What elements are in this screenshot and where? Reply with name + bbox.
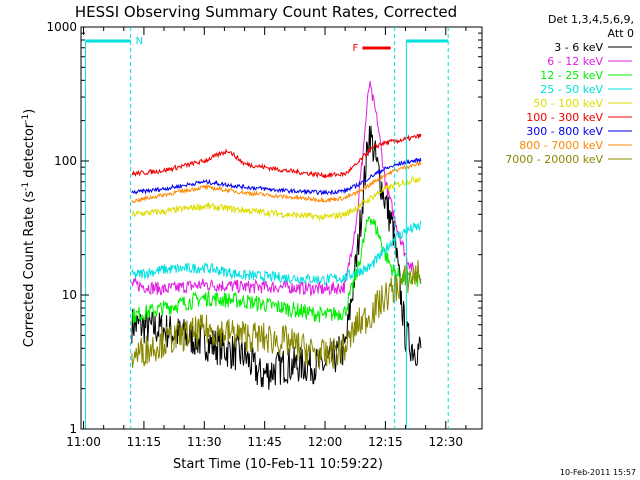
y-axis: 1 10 100 1000 <box>46 20 482 436</box>
x-tick-label-6: 12:30 <box>428 435 463 449</box>
y-axis-label-main: Corrected Count Rate (s <box>22 191 37 348</box>
y-axis-label-end: ) <box>22 109 37 114</box>
series-line-2 <box>131 216 422 323</box>
legend-label-6: 300 - 800 keV <box>526 125 603 138</box>
series-line-1 <box>131 81 422 297</box>
legend-label-4: 50 - 100 keV <box>533 97 603 110</box>
y-axis-label: Corrected Count Rate (s-1 detector-1) <box>21 109 37 347</box>
x-tick-label-0: 11:00 <box>66 435 101 449</box>
series-line-0 <box>131 125 422 390</box>
series-line-3 <box>131 220 422 286</box>
y-tick-label-3: 1000 <box>46 20 77 34</box>
x-tick-label-3: 11:45 <box>247 435 282 449</box>
legend-label-3: 25 - 50 keV <box>540 83 603 96</box>
series-line-8 <box>131 260 422 370</box>
y-axis-label-sup1: -1 <box>21 182 31 191</box>
date-stamp: 10-Feb-2011 15:57 <box>560 468 636 477</box>
x-axis: 11:00 11:15 11:30 11:45 12:00 12:15 12:30 <box>66 27 467 449</box>
annotation-label-1: F <box>352 43 358 54</box>
legend-label-7: 800 - 7000 keV <box>519 139 603 152</box>
x-axis-label: Start Time (10-Feb-11 10:59:22) <box>173 457 383 472</box>
plot-area <box>80 26 483 430</box>
legend-label-5: 100 - 300 keV <box>526 111 603 124</box>
y-tick-label-2: 100 <box>54 154 77 168</box>
x-tick-label-1: 11:15 <box>127 435 162 449</box>
x-tick-label-4: 12:00 <box>308 435 343 449</box>
x-tick-label-5: 12:15 <box>368 435 403 449</box>
y-tick-label-1: 10 <box>62 288 77 302</box>
chart-title: HESSI Observing Summary Count Rates, Cor… <box>75 3 457 21</box>
x-tick-label-2: 11:30 <box>187 435 222 449</box>
y-axis-label-sup2: -1 <box>21 114 31 123</box>
legend-label-8: 7000 - 20000 keV <box>505 153 603 166</box>
series-layer <box>131 81 422 390</box>
annotation-layer: NF <box>85 27 449 429</box>
legend-header-line1: Det 1,3,4,5,6,9, <box>548 13 634 26</box>
legend-header-line2: Att 0 <box>608 27 634 40</box>
series-line-4 <box>131 175 422 222</box>
series-line-6 <box>131 157 422 196</box>
legend-label-0: 3 - 6 keV <box>554 41 603 54</box>
legend-label-2: 12 - 25 keV <box>540 69 603 82</box>
series-line-5 <box>131 133 422 179</box>
series-line-7 <box>131 161 422 204</box>
y-tick-label-0: 1 <box>69 422 77 436</box>
annotation-label-0: N <box>136 36 143 47</box>
legend-label-1: 6 - 12 keV <box>547 55 603 68</box>
y-axis-label-mid: detector <box>22 122 37 182</box>
